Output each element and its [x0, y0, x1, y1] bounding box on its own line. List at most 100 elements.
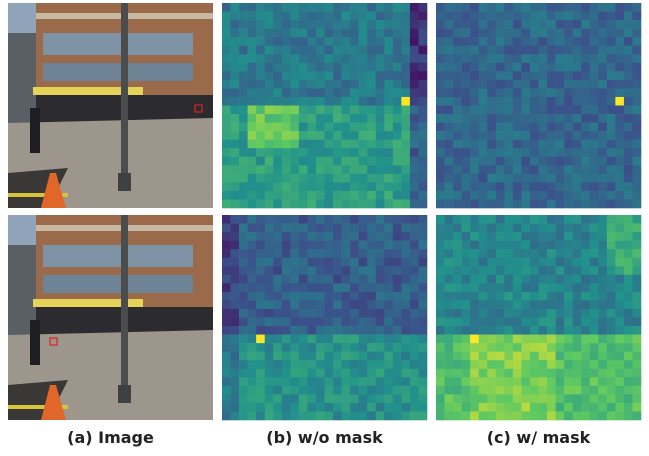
heatmap-cell: [530, 411, 539, 420]
heatmap-cell: [539, 140, 548, 149]
heatmap-cell: [410, 318, 419, 327]
heatmap-cell: [479, 3, 488, 12]
heatmap-cell: [479, 241, 488, 250]
heatmap-cell: [632, 199, 641, 208]
heatmap-cell: [564, 377, 573, 386]
heatmap-cell: [521, 283, 530, 292]
heatmap-cell: [401, 403, 410, 412]
heatmap-cell: [342, 275, 351, 284]
heatmap-cell: [479, 266, 488, 275]
heatmap-cell: [222, 174, 231, 183]
heatmap-cell: [401, 300, 410, 309]
heatmap-cell: [384, 283, 393, 292]
heatmap-cell: [316, 335, 325, 344]
caption: (b) w/o mask: [222, 428, 427, 447]
heatmap-cell: [479, 20, 488, 29]
heatmap-cell: [316, 283, 325, 292]
heatmap-cell: [290, 29, 299, 38]
heatmap-cell: [607, 386, 616, 395]
heatmap-cell: [418, 258, 427, 267]
heatmap-cell: [376, 191, 385, 200]
heatmap-cell: [325, 174, 334, 183]
heatmap-cell: [513, 394, 522, 403]
heatmap-cell: [333, 266, 342, 275]
heatmap-cell: [307, 54, 316, 63]
heatmap-cell: [222, 97, 231, 106]
heatmap-cell: [325, 232, 334, 241]
heatmap-cell: [350, 63, 359, 72]
heatmap-cell: [530, 191, 539, 200]
heatmap-cell: [376, 360, 385, 369]
heatmap-cell: [624, 309, 633, 318]
heatmap-cell: [350, 411, 359, 420]
heatmap-cell: [539, 123, 548, 132]
heatmap-cell: [470, 343, 479, 352]
heatmap-cell: [632, 63, 641, 72]
heatmap-cell: [607, 411, 616, 420]
heatmap-cell: [530, 148, 539, 157]
heatmap-cell: [401, 283, 410, 292]
heatmap-cell: [539, 275, 548, 284]
heatmap-cell: [342, 174, 351, 183]
heatmap-cell: [513, 88, 522, 97]
heatmap-cell: [359, 80, 368, 89]
heatmap-cell: [590, 37, 599, 46]
heatmap-cell: [307, 266, 316, 275]
heatmap-cell: [530, 343, 539, 352]
heatmap-cell: [376, 318, 385, 327]
heatmap-cell: [384, 123, 393, 132]
heatmap-cell: [384, 275, 393, 284]
heatmap-cell: [239, 241, 248, 250]
heatmap-cell: [521, 29, 530, 38]
heatmap-cell: [445, 63, 454, 72]
heatmap-cell: [453, 360, 462, 369]
heatmap-cell: [384, 97, 393, 106]
heatmap-cell: [342, 191, 351, 200]
heatmap-cell: [453, 182, 462, 191]
heatmap-cell: [615, 215, 624, 224]
heatmap-cell: [632, 88, 641, 97]
heatmap-cell: [418, 182, 427, 191]
heatmap-cell: [581, 54, 590, 63]
heatmap-cell: [530, 157, 539, 166]
heatmap-cell: [299, 283, 308, 292]
heatmap-cell: [401, 157, 410, 166]
heatmap-cell: [632, 165, 641, 174]
heatmap-cell: [333, 300, 342, 309]
heatmap-cell: [615, 232, 624, 241]
heatmap-cell: [573, 29, 582, 38]
heatmap-cell: [222, 191, 231, 200]
heatmap-cell: [615, 191, 624, 200]
heatmap-cell: [384, 394, 393, 403]
heatmap-cell: [513, 71, 522, 80]
heatmap-cell: [615, 266, 624, 275]
heatmap-cell: [624, 403, 633, 412]
heatmap-cell: [376, 165, 385, 174]
heatmap-cell: [607, 232, 616, 241]
heatmap-cell: [307, 131, 316, 140]
heatmap-cell: [470, 174, 479, 183]
heatmap-cell: [530, 249, 539, 258]
heatmap-cell: [376, 182, 385, 191]
heatmap-cell: [496, 140, 505, 149]
heatmap-cell: [299, 241, 308, 250]
heatmap-cell: [350, 71, 359, 80]
heatmap-cell: [282, 377, 291, 386]
heatmap-cell: [453, 335, 462, 344]
heatmap-cell: [299, 224, 308, 233]
heatmap-cell: [496, 165, 505, 174]
heatmap-cell: [547, 394, 556, 403]
heatmap-cell: [384, 343, 393, 352]
heatmap-cell: [350, 140, 359, 149]
heatmap-cell: [307, 403, 316, 412]
heatmap-cell: [367, 114, 376, 123]
heatmap-cell: [564, 335, 573, 344]
heatmap-cell: [282, 335, 291, 344]
heatmap-cell: [564, 97, 573, 106]
heatmap-cell: [282, 309, 291, 318]
heatmap-cell: [487, 241, 496, 250]
heatmap-cell: [632, 80, 641, 89]
heatmap-cell: [462, 300, 471, 309]
heatmap-cell: [445, 182, 454, 191]
heatmap-cell: [401, 165, 410, 174]
